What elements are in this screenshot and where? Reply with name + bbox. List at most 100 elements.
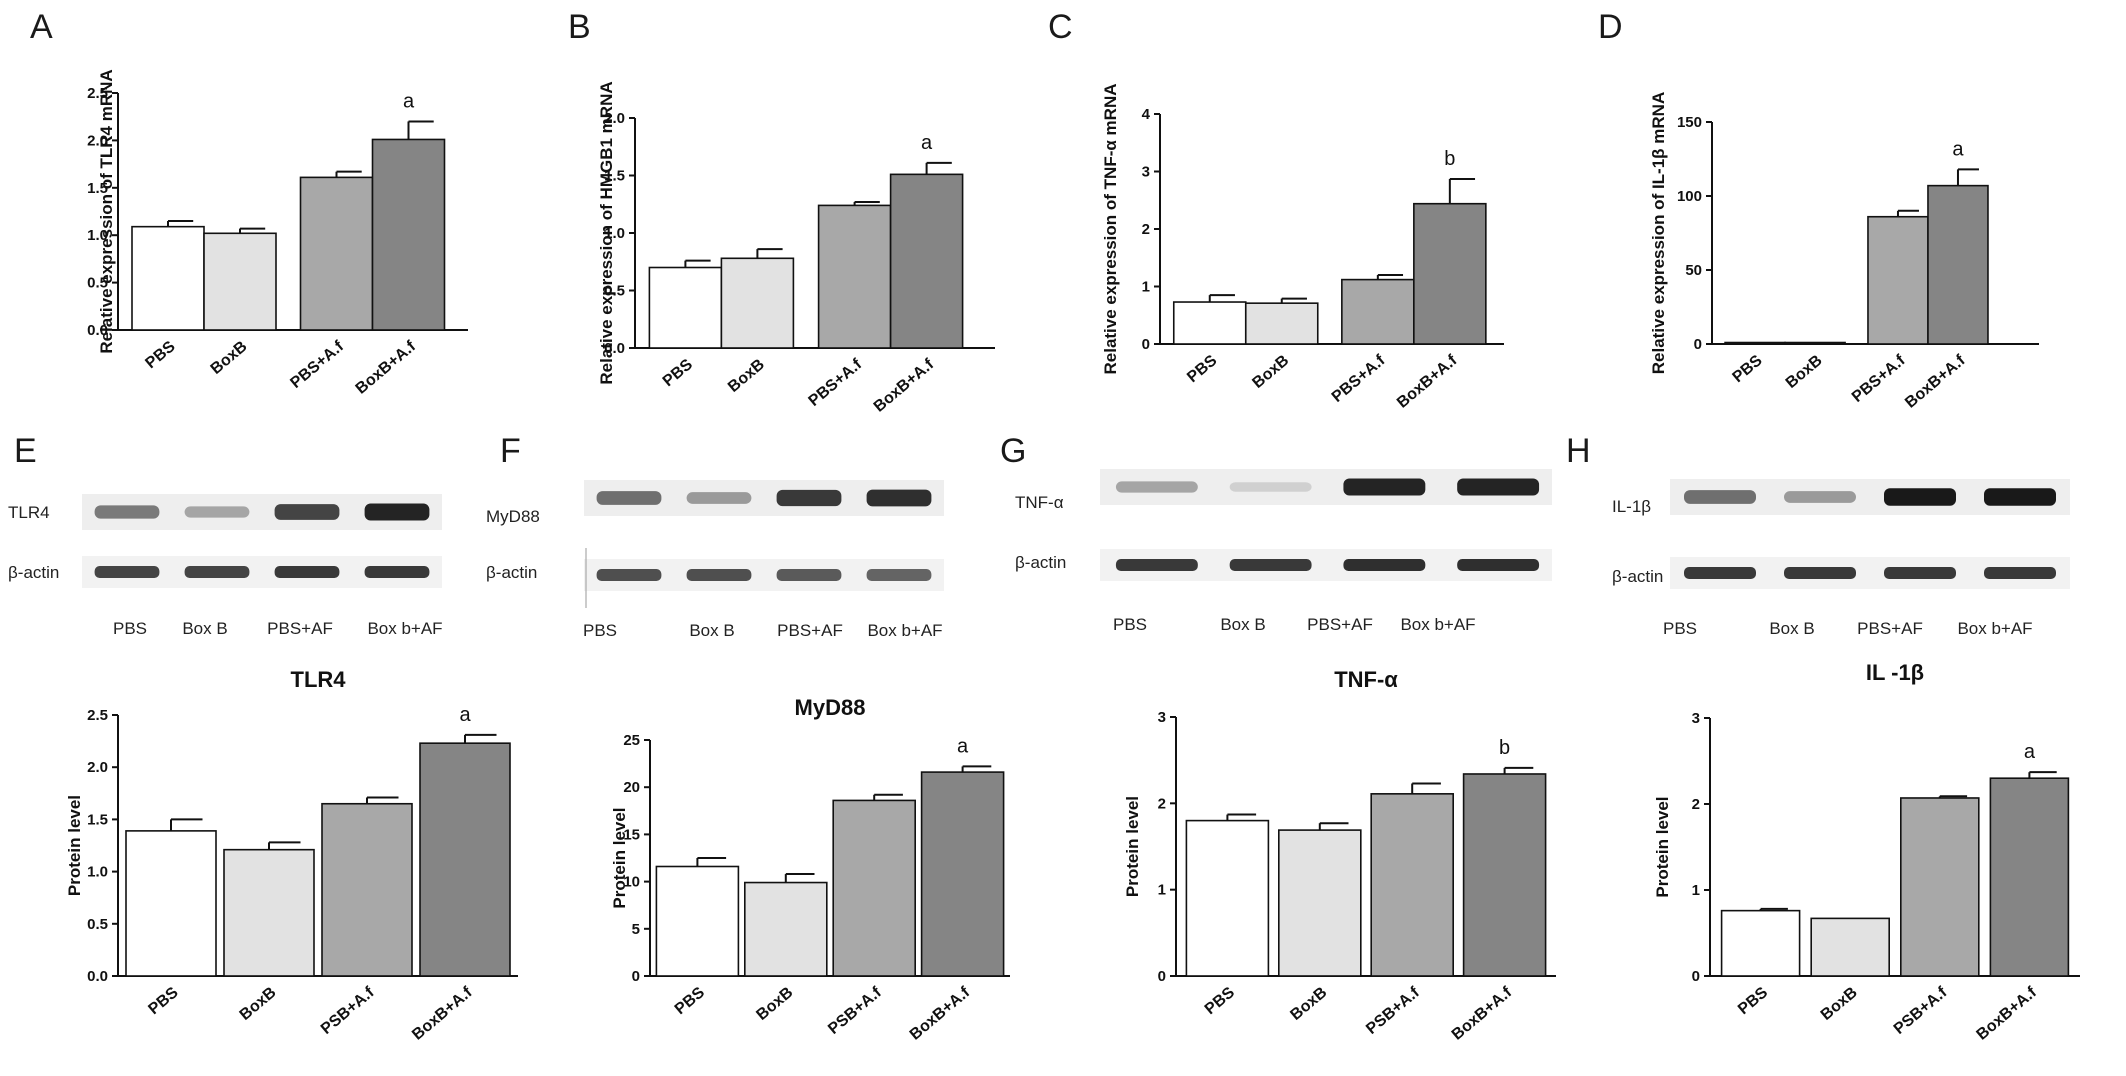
chart-E: 0.0 0.5 1.0 1.5 2.0 2.5 Protein level TLR4 PBS Bo… — [65, 667, 518, 1044]
blot-band-target — [596, 491, 662, 505]
panel-letter-H: H — [1566, 432, 1591, 470]
blot-band-control — [94, 566, 160, 578]
y-axis-label: Relative expression of TLR4 mRNA — [97, 69, 116, 353]
bar-PBS+A.f — [817, 204, 892, 349]
y-tick-label: 1 — [1692, 882, 1700, 899]
blot-control-label: β-actin — [486, 563, 537, 582]
bar-PBS — [125, 830, 217, 977]
significance-label: a — [403, 90, 415, 112]
y-tick-label: 2.5 — [87, 85, 108, 102]
panel-letter-E: E — [14, 432, 37, 470]
y-tick-label: 2.0 — [604, 110, 625, 127]
y-tick-label: 1.0 — [604, 225, 625, 242]
y-tick-label: 4 — [1142, 106, 1151, 123]
significance-label: b — [1444, 148, 1455, 170]
blot-lane-label: Box B — [689, 621, 734, 640]
category-label: BoxB — [1783, 352, 1826, 392]
blot-band-control — [1884, 567, 1956, 579]
blot-band-control — [776, 569, 842, 581]
blot-band-target — [184, 506, 250, 518]
blot-target-label: IL-1β — [1612, 497, 1651, 516]
category-label: BoxB — [237, 984, 280, 1024]
category-label: PSB+A.f — [825, 984, 885, 1038]
y-axis-label: Protein level — [65, 795, 84, 896]
panel-letter-D: D — [1598, 8, 1623, 46]
blot-band-control — [1229, 559, 1312, 571]
y-tick-label: 2 — [1692, 796, 1700, 813]
blot-band-target — [1343, 478, 1426, 496]
bar-BoxB+A.f — [1989, 777, 2070, 977]
category-label: BoxB+A.f — [1974, 984, 2041, 1044]
significance-label: a — [2024, 741, 2036, 763]
blot-band-target — [866, 489, 932, 507]
blot-band-control — [686, 569, 752, 581]
category-label: BoxB — [1249, 352, 1292, 392]
category-label: PBS — [672, 984, 708, 1018]
western-blot-F: MyD88 β-actin PBS Box B PBS+AF Box b+AF — [486, 480, 944, 640]
category-label: PBS — [142, 338, 178, 372]
category-label: PBS — [1202, 984, 1238, 1018]
blot-band-target — [94, 505, 160, 519]
category-label: BoxB — [1287, 984, 1330, 1024]
blot-band-control — [1784, 567, 1856, 579]
chart-C: 0 1 2 3 4 Relative expression of TNF-α mRNA PB… — [1101, 83, 1504, 412]
blot-band-control — [1457, 559, 1540, 571]
category-label: BoxB — [1818, 984, 1861, 1024]
bar-BoxB — [1244, 302, 1319, 345]
category-label: PBS+A.f — [287, 338, 347, 392]
y-axis-label: Relative expression of IL-1β mRNA — [1649, 92, 1668, 374]
blot-lane-label: PBS — [113, 619, 147, 638]
bar-PBS — [1172, 301, 1247, 345]
y-tick-label: 15 — [623, 826, 640, 843]
bar-BoxB — [223, 848, 315, 977]
bar-BoxB+A.f — [371, 138, 446, 331]
panel-letter-C: C — [1048, 8, 1073, 46]
panel-letter-G: G — [1000, 432, 1026, 470]
category-label: BoxB+A.f — [1394, 352, 1461, 412]
blot-band-control — [1984, 567, 2056, 579]
blot-band-target — [274, 504, 340, 520]
blot-band-control — [364, 566, 430, 578]
y-tick-label: 0 — [632, 968, 640, 985]
western-blot-E: TLR4 β-actin PBS Box B PBS+AF Box b+AF — [8, 494, 443, 638]
y-tick-label: 0.0 — [87, 322, 108, 339]
y-tick-label: 0.5 — [87, 916, 108, 933]
blot-control-label: β-actin — [1015, 553, 1066, 572]
category-label: PSB+A.f — [1891, 984, 1951, 1038]
chart-title: IL -1β — [1866, 660, 1924, 685]
y-tick-label: 0.0 — [604, 340, 625, 357]
category-label: PBS — [660, 356, 696, 390]
y-tick-label: 0 — [1694, 336, 1702, 353]
blot-band-target — [1229, 482, 1312, 492]
panel-letter-F: F — [500, 432, 521, 470]
blot-lane-label: PBS+AF — [267, 619, 333, 638]
significance-label: a — [1952, 138, 1964, 160]
blot-target-label: TLR4 — [8, 503, 50, 522]
y-axis-label: Protein level — [1653, 796, 1672, 897]
blot-target-label: TNF-α — [1015, 493, 1064, 512]
blot-band-control — [596, 569, 662, 581]
blot-control-label: β-actin — [1612, 567, 1663, 586]
western-blot-H: IL-1β β-actin PBS Box B PBS+AF Box b+AF — [1612, 479, 2070, 638]
bar-PBS+A.f — [1867, 215, 1929, 345]
category-label: BoxB+A.f — [1902, 352, 1969, 412]
blot-band-target — [1784, 491, 1856, 503]
western-blot-G: TNF-α β-actin PBS Box B PBS+AF Box b+AF — [1015, 469, 1552, 634]
bar-BoxB — [1784, 341, 1846, 345]
blot-lane-label: PBS — [1663, 619, 1697, 638]
significance-label: a — [957, 735, 969, 757]
blot-lane-label: Box B — [1220, 615, 1265, 634]
bar-BoxB — [1278, 829, 1362, 977]
y-tick-label: 20 — [623, 779, 640, 796]
bar-BoxB — [720, 257, 795, 349]
y-tick-label: 1 — [1158, 882, 1166, 899]
chart-title: TLR4 — [291, 667, 347, 692]
chart-H: 0 1 2 3 Protein level IL -1β PBS BoxB PSB+A.f a Bo… — [1653, 660, 2080, 1044]
blot-control-label: β-actin — [8, 563, 59, 582]
category-label: BoxB — [725, 356, 768, 396]
y-tick-label: 2.5 — [87, 707, 108, 724]
blot-lane-label: Box b+AF — [1400, 615, 1475, 634]
y-tick-label: 0 — [1158, 968, 1166, 985]
blot-band-target — [1457, 478, 1540, 496]
